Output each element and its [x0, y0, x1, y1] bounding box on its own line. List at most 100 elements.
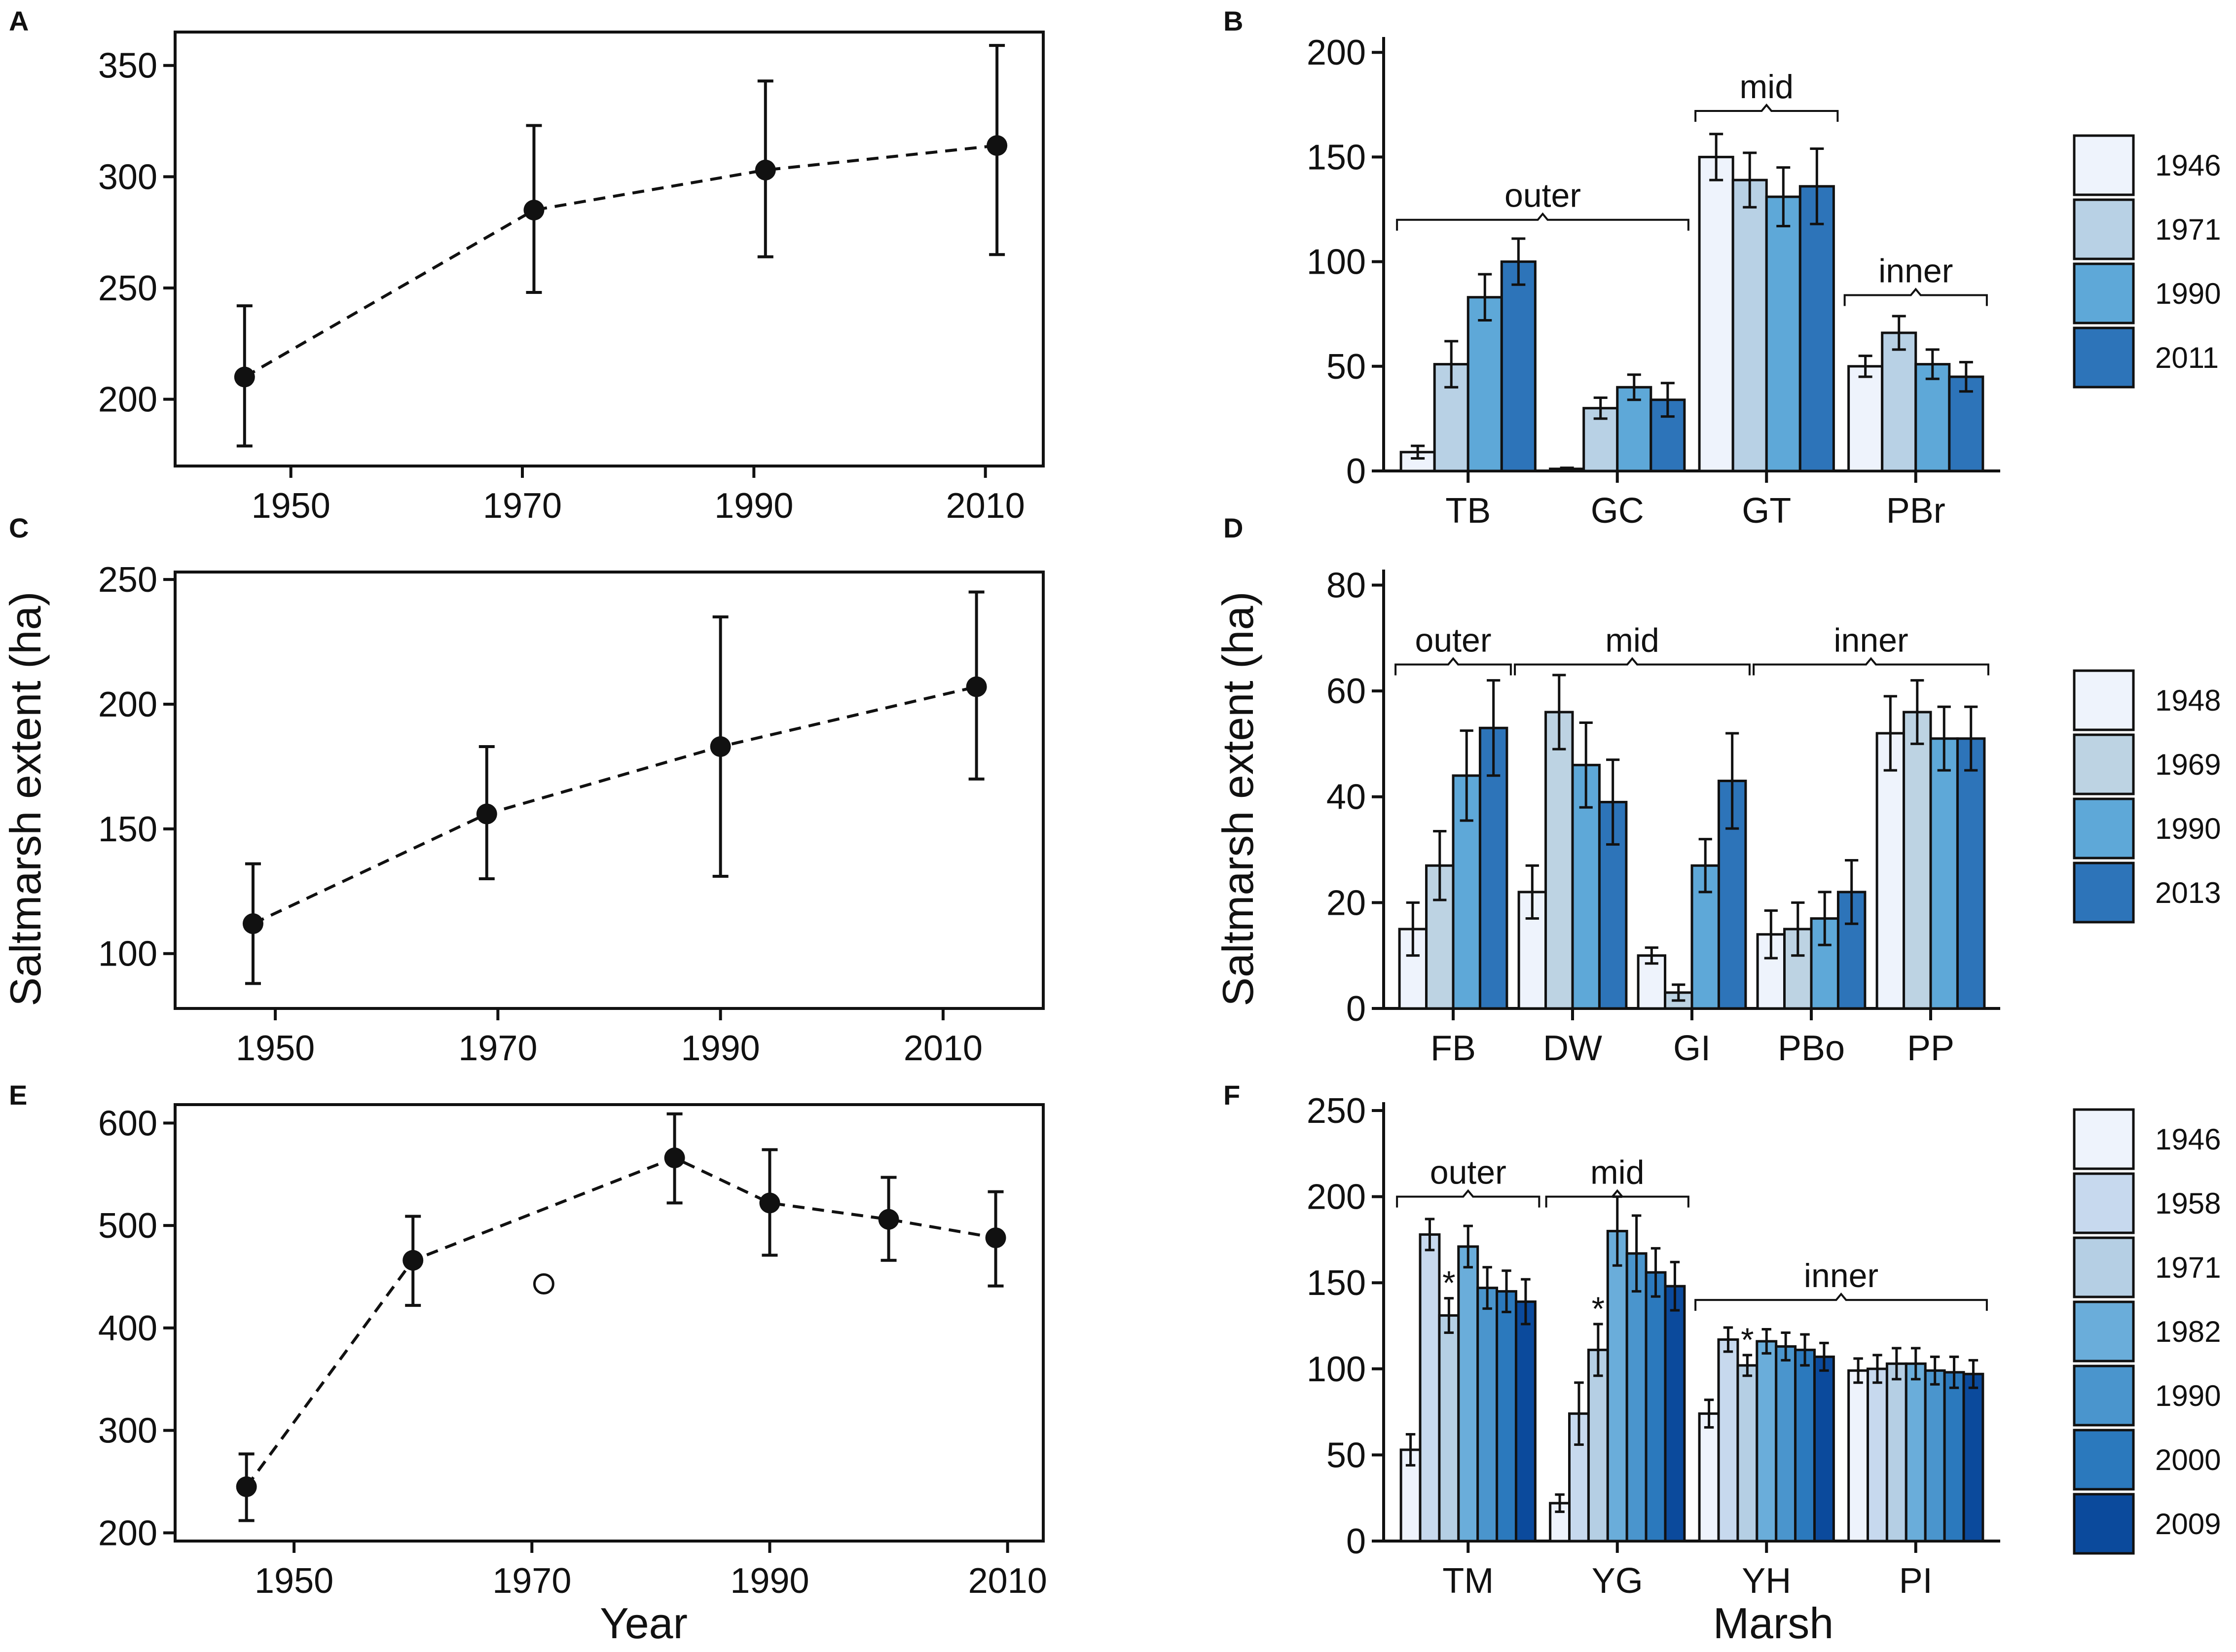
- panel-f-bar: [1664, 1285, 1686, 1543]
- panel-b-group-bracket: [1396, 212, 1689, 231]
- panel-d-group-bracket: [1514, 657, 1751, 676]
- panel-b-group-bracket: [1694, 103, 1839, 122]
- panel-b-bar: [1433, 363, 1469, 472]
- panel-e-data-point: [403, 1250, 424, 1271]
- panel-d-group-label: outer: [1415, 621, 1492, 659]
- panel-e-ytick-label: 400: [98, 1309, 157, 1348]
- x-axis-title-right: Marsh: [1713, 1599, 1834, 1648]
- panel-f-asterisk: *: [1741, 1321, 1754, 1359]
- panel-f-group-label: outer: [1430, 1154, 1506, 1191]
- panel-f-ytick-label: 250: [1307, 1091, 1366, 1131]
- panel-c-ytick-label: 200: [98, 685, 157, 724]
- panel-d-legend-label: 2013: [2155, 876, 2221, 909]
- panel-f-bar: [1514, 1300, 1537, 1543]
- panel-f-bar: [1476, 1287, 1499, 1543]
- panel-f-legend-swatch: [2073, 1300, 2135, 1363]
- panel-b-legend-swatch: [2073, 198, 2135, 260]
- panel-a-trend-line: [244, 144, 997, 379]
- panel-f-bar: [1717, 1338, 1739, 1543]
- panel-f-legend-swatch: [2073, 1365, 2135, 1427]
- panel-b-category-label: TB: [1445, 491, 1491, 531]
- x-axis-title-left: Year: [600, 1599, 688, 1648]
- panel-f-ytick-label: 0: [1346, 1522, 1366, 1561]
- panel-letter-b: B: [1223, 5, 1243, 36]
- panel-c-xtick-label: 1950: [236, 1029, 315, 1068]
- panel-c-trend-line: [252, 685, 977, 925]
- panel-e-data-point: [759, 1192, 780, 1214]
- panel-a-ytick-label: 250: [98, 269, 157, 308]
- panel-c-data-point: [476, 803, 497, 825]
- panel-f-bar: [1756, 1340, 1778, 1543]
- panel-e-xtick-label: 1970: [492, 1561, 571, 1601]
- panel-d-category-label: GI: [1673, 1029, 1711, 1068]
- panel-f-ytick-label: 150: [1307, 1263, 1366, 1303]
- panel-b-bar: [1914, 363, 1951, 472]
- panel-f-bar: [1645, 1271, 1667, 1543]
- panel-a-data-point: [234, 366, 255, 388]
- panel-b-bar: [1698, 155, 1734, 472]
- panel-a-ytick-label: 350: [98, 46, 157, 86]
- panel-f-bar: [1606, 1229, 1628, 1543]
- panel-d-category-label: PBo: [1778, 1029, 1845, 1068]
- panel-b-legend-label: 2011: [2155, 341, 2219, 374]
- panel-e-trend-line: [245, 1156, 996, 1488]
- panel-c-data-point: [966, 676, 987, 697]
- panel-c-ytick-label: 100: [98, 934, 157, 974]
- panel-f-bar: [1962, 1372, 1984, 1543]
- panel-d-ytick-label: 0: [1346, 989, 1366, 1029]
- panel-f-legend-swatch: [2073, 1108, 2135, 1170]
- panel-letter-a: A: [9, 5, 29, 36]
- panel-f-group-bracket: [1545, 1189, 1689, 1208]
- panel-f-bar: [1496, 1290, 1517, 1543]
- panel-f-bar: [1625, 1252, 1648, 1543]
- panel-d-group-bracket: [1753, 657, 1989, 676]
- panel-b-group-bracket: [1843, 287, 1988, 306]
- panel-f-bar: [1813, 1355, 1835, 1543]
- y-axis-title-left: Saltmarsh extent (ha): [1, 591, 50, 1006]
- panel-c-ytick-label: 250: [98, 560, 157, 600]
- panel-d-legend-swatch: [2073, 862, 2135, 924]
- panel-e-data-point: [236, 1476, 257, 1497]
- panel-f-category-label: PI: [1899, 1561, 1933, 1601]
- panel-d-group-bracket: [1394, 657, 1512, 676]
- panel-c-xtick-label: 1990: [681, 1029, 760, 1068]
- panel-a-frame: [174, 31, 1045, 467]
- panel-f-ytick-label: 50: [1326, 1436, 1366, 1475]
- panel-a-data-point: [755, 159, 776, 180]
- panel-d-legend-label: 1948: [2155, 684, 2221, 717]
- panel-f-legend-label: 1982: [2155, 1315, 2221, 1348]
- panel-f-legend-label: 2000: [2155, 1443, 2221, 1476]
- panel-b-legend-label: 1946: [2155, 149, 2221, 182]
- panel-b-bar: [1881, 331, 1917, 472]
- panel-b-bar: [1466, 296, 1503, 472]
- panel-a-ytick-label: 200: [98, 380, 157, 420]
- panel-f-ytick-label: 100: [1307, 1350, 1366, 1389]
- panel-b-bar: [1731, 179, 1768, 472]
- panel-f-legend-swatch: [2073, 1236, 2135, 1298]
- panel-f-bar: [1905, 1362, 1927, 1543]
- panel-b-group-label: inner: [1878, 252, 1953, 290]
- panel-f-bar: [1885, 1362, 1907, 1543]
- panel-f-asterisk: *: [1592, 1290, 1605, 1328]
- panel-b-bar: [1616, 386, 1652, 472]
- panel-c-xtick-label: 1970: [458, 1029, 537, 1068]
- panel-d-legend-label: 1990: [2155, 812, 2221, 845]
- panel-e-xtick-label: 1990: [730, 1561, 809, 1601]
- panel-c-ytick-label: 150: [98, 810, 157, 849]
- panel-b-ytick-label: 100: [1307, 243, 1366, 282]
- panel-c-data-point: [710, 736, 731, 757]
- panel-a-ytick-label: 300: [98, 157, 157, 197]
- panel-a-xtick-label: 1950: [252, 486, 330, 526]
- panel-b-legend-swatch: [2073, 262, 2135, 324]
- panel-b-ytick-label: 0: [1346, 452, 1366, 491]
- panel-e-data-point: [664, 1148, 685, 1169]
- panel-a-xtick-label: 2010: [946, 486, 1025, 526]
- panel-d-legend-label: 1969: [2155, 748, 2221, 781]
- panel-b-bar: [1847, 365, 1884, 472]
- panel-f-asterisk: *: [1442, 1264, 1455, 1302]
- panel-d-category-label: PP: [1907, 1029, 1954, 1068]
- panel-f-category-label: YG: [1592, 1561, 1643, 1601]
- panel-b-legend-swatch: [2073, 326, 2135, 389]
- panel-b-category-label: PBr: [1886, 491, 1945, 531]
